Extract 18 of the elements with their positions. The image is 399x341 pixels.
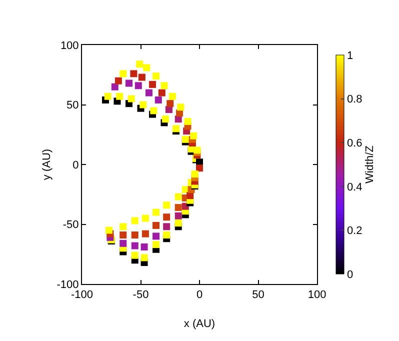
x-tick-label: 100 [308,289,326,302]
color-bar-label: 0.6 [346,137,362,150]
y-tick-label: -100 [56,278,79,291]
y-tick-label: 0 [72,159,79,172]
y-tick-label: 100 [60,40,79,52]
color-bar-label: 0.8 [346,94,362,106]
x-tick-label: 0 [196,289,203,302]
color-bar-label: 0.2 [346,225,362,238]
color-bar-label: 0 [346,268,354,281]
color-bar-label: 1 [346,50,354,62]
x-axis-title: x (AU) [184,318,216,330]
color-bar-label: 0.4 [346,181,362,194]
x-tick-label: 50 [252,289,264,302]
y-tick-label: 50 [66,100,79,112]
color-bar-title: Width/Z [364,145,376,184]
y-axis-title: y (AU) [41,148,53,180]
y-tick-label: -50 [62,219,79,232]
x-tick-label: -50 [132,289,149,302]
